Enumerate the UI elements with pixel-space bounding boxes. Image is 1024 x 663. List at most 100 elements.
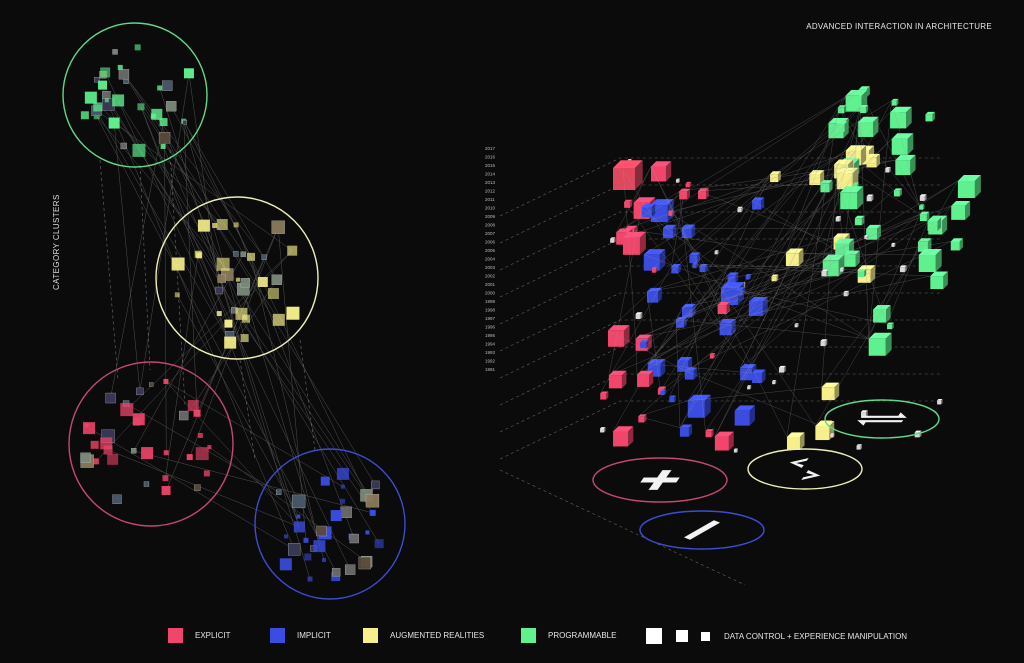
- cube-top: [650, 161, 672, 167]
- cube-link-line: [821, 173, 837, 388]
- cube-top: [622, 231, 646, 238]
- cube-link-line: [636, 173, 810, 376]
- cube-programmable: [957, 175, 981, 199]
- cluster-augmented: [155, 196, 319, 360]
- cluster-square: [103, 445, 113, 455]
- year-label: 1997: [485, 316, 496, 321]
- cube-link-line: [668, 88, 860, 213]
- cube-link-line: [821, 205, 952, 388]
- timeline-plane-line: [499, 373, 940, 433]
- cluster-link-line: [104, 72, 231, 343]
- cube-side: [704, 394, 711, 418]
- cluster-link-line: [110, 122, 164, 399]
- cluster-square: [340, 484, 345, 489]
- cluster-thumbnail: [261, 254, 267, 260]
- cluster-thumbnail: [217, 274, 227, 283]
- cube-link-line: [608, 207, 642, 376]
- cube-data-marker: [839, 267, 845, 272]
- cube-link-line: [845, 150, 895, 191]
- cluster-link-line: [140, 106, 300, 528]
- cube-top: [633, 197, 656, 203]
- cube-data-marker: [866, 194, 874, 202]
- year-label: 1998: [485, 308, 496, 313]
- cube-front: [714, 251, 718, 255]
- cube-front: [660, 391, 665, 396]
- cluster-square: [240, 334, 249, 343]
- cluster-square: [174, 292, 180, 298]
- cube-side: [646, 340, 649, 349]
- cube-implicit: [679, 424, 693, 437]
- cube-data-marker: [899, 265, 907, 273]
- cube-top: [891, 133, 914, 139]
- cube-top: [919, 211, 930, 215]
- legend-swatch-explicit: [168, 628, 183, 643]
- cube-front: [646, 291, 658, 303]
- cluster-thumbnail: [349, 533, 359, 544]
- cube-top: [669, 395, 677, 398]
- cube-front: [809, 173, 821, 185]
- cube-front: [641, 207, 652, 218]
- cube-front: [692, 264, 697, 269]
- cube-link-line: [692, 150, 846, 265]
- cube-link-line: [676, 220, 929, 320]
- cube-top: [681, 224, 696, 228]
- cube-side: [833, 433, 835, 438]
- cube-front: [868, 338, 886, 356]
- cube-top: [778, 365, 786, 368]
- cube-link-line: [651, 173, 771, 269]
- cluster-thumbnail: [80, 452, 91, 463]
- cube-top: [893, 188, 902, 191]
- cube-front: [927, 220, 938, 231]
- cube-programmable: [887, 322, 894, 330]
- cube-implicit: [751, 369, 766, 383]
- legend-item-augmented: AUGMENTED REALITIES: [363, 628, 484, 643]
- cube-side: [678, 178, 680, 183]
- cube-front: [772, 381, 776, 385]
- legend-label-implicit: IMPLICIT: [297, 631, 331, 640]
- cube-link-line: [669, 174, 771, 398]
- page-title: ADVANCED INTERACTION IN ARCHITECTURE: [806, 22, 992, 31]
- cube-front: [835, 217, 840, 222]
- cube-top: [856, 444, 862, 446]
- cube-front: [836, 173, 853, 190]
- cube-link-line: [689, 106, 861, 256]
- cluster-link-line: [120, 67, 264, 283]
- greater-than-shape: [801, 470, 821, 481]
- cube-link-line: [785, 252, 919, 256]
- cube-programmable: [925, 111, 935, 122]
- cube-front: [677, 360, 689, 372]
- cube-front: [679, 427, 689, 437]
- cube-side: [688, 424, 693, 437]
- cube-augmented: [785, 248, 804, 267]
- legend-item-explicit: EXPLICIT: [168, 628, 231, 643]
- cube-link-line: [679, 191, 706, 432]
- cluster-link-line: [184, 122, 367, 496]
- cube-top: [899, 265, 907, 268]
- cube-side: [842, 267, 845, 272]
- year-label: 1995: [485, 333, 496, 338]
- cluster-square: [80, 111, 89, 120]
- cluster-thumbnail: [131, 448, 137, 454]
- cube-data-marker: [860, 410, 868, 418]
- cube-programmable: [838, 105, 847, 114]
- cube-side: [826, 269, 829, 277]
- cube-top: [675, 178, 680, 180]
- cube-front: [643, 254, 660, 271]
- cube-programmable: [950, 238, 963, 251]
- cluster-square: [187, 400, 199, 412]
- cube-front: [830, 434, 834, 438]
- cube-top: [860, 410, 868, 413]
- cluster-thumbnail: [340, 506, 352, 518]
- year-label: 2000: [485, 291, 496, 296]
- cube-top: [624, 199, 633, 202]
- cube-link-line: [697, 190, 836, 244]
- cluster-square: [365, 530, 370, 535]
- cube-front: [951, 205, 966, 220]
- cube-link-line: [786, 107, 839, 437]
- cube-side: [865, 104, 869, 114]
- cube-front: [714, 436, 729, 451]
- symbol-ring: [592, 457, 728, 503]
- year-label: 1994: [485, 342, 496, 347]
- cluster-ring-augmented: [155, 196, 319, 360]
- cluster-square: [340, 498, 346, 504]
